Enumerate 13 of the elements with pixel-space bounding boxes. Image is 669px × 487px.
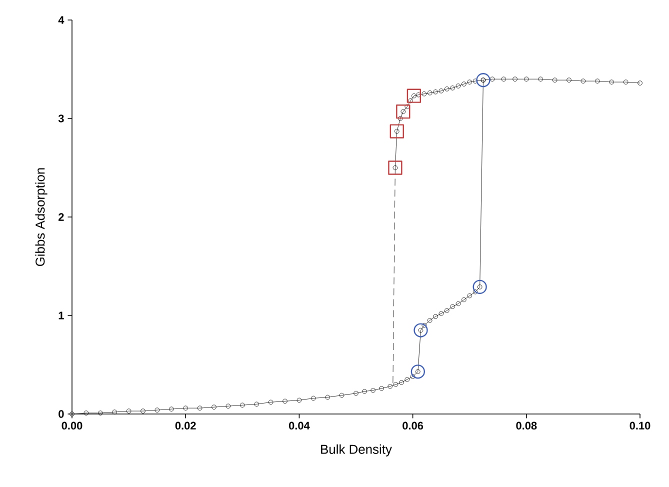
y-tick-label: 4: [58, 16, 64, 24]
x-tick-label: 0.00: [62, 422, 82, 430]
x-tick-label: 0.08: [516, 422, 537, 430]
x-tick-label: 0.10: [630, 422, 650, 430]
x-tick-label: 0.06: [402, 422, 424, 430]
x-tick-label: 0.02: [175, 422, 196, 430]
y-tick-label: 3: [58, 114, 64, 122]
x-tick-label: 0.04: [288, 422, 310, 430]
y-tick-label: 0: [58, 410, 64, 418]
y-axis-title: Gibbs Adsorption: [35, 168, 48, 266]
x-axis-title: Bulk Density: [321, 444, 392, 456]
y-tick-label: 1: [58, 312, 64, 320]
y-tick-label: 2: [58, 213, 64, 221]
